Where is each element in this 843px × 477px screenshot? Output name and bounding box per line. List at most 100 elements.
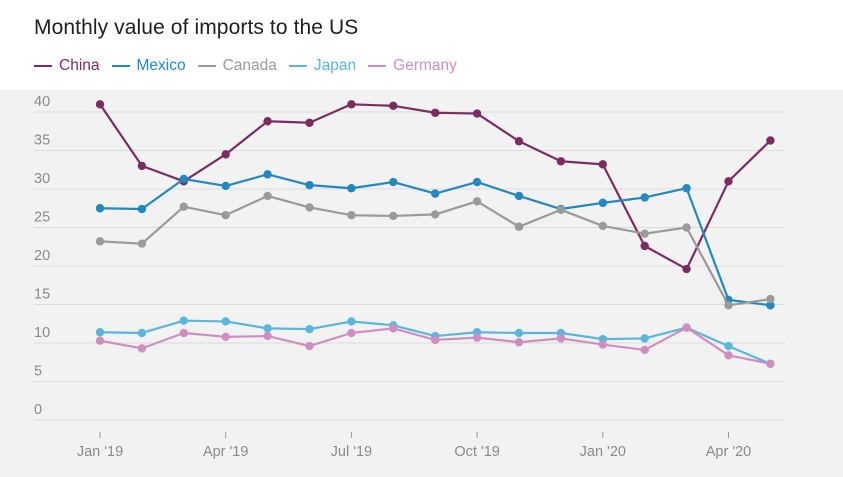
data-point bbox=[514, 191, 524, 201]
x-tick-label: Oct '19 bbox=[454, 444, 499, 460]
data-point bbox=[347, 328, 356, 338]
legend-swatch bbox=[34, 64, 52, 68]
data-point bbox=[724, 351, 733, 360]
legend-swatch bbox=[197, 64, 216, 68]
legend-label: Canada bbox=[222, 57, 277, 74]
data-point bbox=[766, 359, 775, 368]
data-point bbox=[472, 197, 482, 206]
data-point bbox=[137, 239, 147, 248]
legend-item-canada: Canada bbox=[197, 57, 277, 75]
data-point bbox=[95, 100, 105, 109]
legend-swatch bbox=[111, 64, 130, 68]
x-tick-label: Jan '20 bbox=[580, 444, 626, 460]
legend-label: Japan bbox=[313, 57, 357, 74]
data-point bbox=[263, 170, 272, 179]
data-point bbox=[431, 210, 440, 219]
series-germany bbox=[95, 323, 775, 368]
data-point bbox=[179, 316, 188, 325]
plot-area: 0 5 10 15 20 25 30 35 40 Jan '19 Apr '19 Jul '19 Oct… bbox=[0, 90, 843, 477]
data-point bbox=[431, 335, 440, 345]
x-tick-label: Jan '19 bbox=[77, 444, 123, 460]
legend-item-china: China bbox=[34, 57, 100, 75]
series-line bbox=[99, 103, 772, 271]
data-point bbox=[347, 100, 356, 109]
data-point bbox=[431, 189, 440, 198]
data-point bbox=[766, 136, 775, 145]
series-canada bbox=[95, 191, 775, 310]
data-point bbox=[389, 211, 398, 221]
data-point bbox=[305, 118, 314, 127]
data-point bbox=[305, 203, 314, 212]
data-point bbox=[305, 341, 314, 351]
legend-label: China bbox=[59, 57, 100, 74]
data-point bbox=[95, 336, 105, 345]
x-tick-label: Apr '19 bbox=[203, 444, 249, 460]
data-point bbox=[556, 334, 566, 343]
data-point bbox=[682, 323, 691, 332]
y-tick-label: 30 bbox=[34, 171, 50, 187]
data-point bbox=[347, 210, 356, 220]
data-point bbox=[514, 137, 524, 146]
y-tick-label: 0 bbox=[34, 402, 42, 418]
data-point bbox=[221, 210, 230, 220]
series-china bbox=[95, 100, 775, 274]
data-point bbox=[472, 333, 482, 342]
legend-item-japan: Japan bbox=[288, 57, 357, 75]
data-point bbox=[556, 205, 566, 214]
data-point bbox=[724, 301, 733, 310]
data-point bbox=[431, 108, 440, 117]
data-point bbox=[95, 204, 105, 213]
data-point bbox=[263, 324, 272, 333]
data-point bbox=[598, 340, 607, 349]
data-point bbox=[221, 150, 230, 159]
data-point bbox=[389, 324, 398, 333]
data-point bbox=[137, 328, 147, 338]
data-point bbox=[389, 101, 398, 111]
data-point bbox=[389, 177, 398, 187]
data-point bbox=[724, 341, 733, 351]
data-point bbox=[598, 198, 607, 208]
data-point bbox=[137, 344, 147, 353]
legend-label: Germany bbox=[393, 57, 457, 74]
data-point bbox=[221, 317, 230, 326]
data-point bbox=[221, 181, 230, 191]
line-chart: 0 5 10 15 20 25 30 35 40 Jan '19 Apr '19 Jul '19 Oct… bbox=[34, 94, 785, 460]
y-tick-label: 40 bbox=[34, 94, 50, 110]
data-point bbox=[305, 180, 314, 190]
data-point bbox=[640, 193, 649, 202]
y-tick-label: 25 bbox=[34, 210, 50, 226]
data-point bbox=[682, 184, 691, 193]
data-point bbox=[95, 328, 105, 337]
data-point bbox=[514, 328, 524, 338]
series-mexico bbox=[95, 170, 775, 310]
data-point bbox=[514, 338, 524, 347]
legend-label: Mexico bbox=[136, 57, 186, 74]
data-point bbox=[766, 301, 775, 310]
data-point bbox=[305, 324, 314, 334]
data-point bbox=[263, 117, 272, 126]
data-point bbox=[640, 229, 649, 238]
y-tick-label: 20 bbox=[34, 248, 50, 264]
data-point bbox=[724, 177, 733, 186]
y-tick-label: 5 bbox=[34, 364, 42, 380]
data-point bbox=[263, 191, 272, 201]
data-point bbox=[682, 264, 691, 274]
y-tick-label: 15 bbox=[34, 287, 50, 303]
data-point bbox=[514, 222, 524, 231]
legend-swatch bbox=[368, 64, 387, 68]
legend-item-germany: Germany bbox=[368, 57, 457, 75]
chart-title: Monthly value of imports to the US bbox=[34, 16, 359, 39]
data-point bbox=[598, 160, 607, 169]
data-point bbox=[640, 345, 649, 355]
data-point bbox=[179, 202, 188, 211]
data-point bbox=[179, 328, 188, 338]
grid bbox=[34, 111, 785, 421]
data-point bbox=[472, 177, 482, 187]
data-point bbox=[347, 317, 356, 326]
data-point bbox=[556, 157, 566, 166]
data-point bbox=[766, 294, 775, 304]
data-point bbox=[137, 204, 147, 214]
data-point bbox=[347, 184, 356, 193]
data-point bbox=[472, 109, 482, 118]
x-tick-label: Jul '19 bbox=[331, 444, 372, 460]
